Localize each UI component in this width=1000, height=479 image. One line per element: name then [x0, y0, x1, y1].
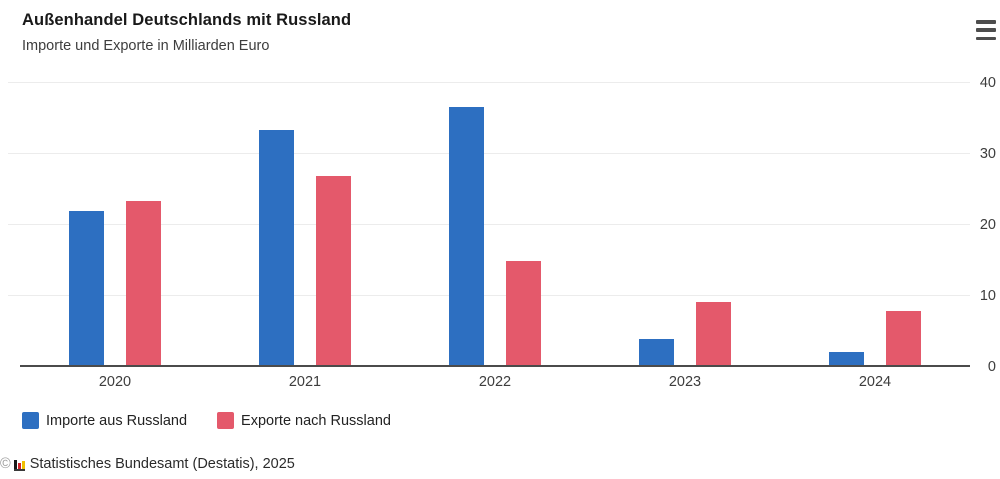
y-axis-tick-label-30: 30: [979, 146, 996, 162]
x-axis-label-2022: 2022: [478, 374, 512, 390]
gridline-30: [8, 153, 970, 154]
bar-importe-2020[interactable]: [69, 210, 104, 365]
bar-importe-2024[interactable]: [829, 352, 864, 365]
bar-exporte-2020[interactable]: [126, 201, 161, 365]
menu-bar: [976, 28, 996, 32]
gridline-0: [20, 365, 970, 367]
bar-exporte-2023[interactable]: [696, 301, 731, 365]
legend-label-importe: Importe aus Russland: [46, 412, 188, 429]
bar-exporte-2024[interactable]: [886, 311, 921, 365]
bar-importe-2023[interactable]: [639, 338, 674, 365]
hamburger-menu-icon[interactable]: [976, 20, 998, 40]
menu-bar: [976, 36, 996, 40]
menu-bar: [976, 20, 996, 24]
bar-exporte-2021[interactable]: [316, 176, 351, 365]
legend-swatch-exporte-icon: [217, 412, 235, 429]
x-axis-label-2023: 2023: [668, 374, 702, 390]
chart-subtitle: Importe und Exporte in Milliarden Euro: [22, 38, 270, 54]
gridline-40: [8, 82, 970, 83]
legend-swatch-importe-icon: [22, 412, 39, 429]
source-attribution: © Statistisches Bundesamt (Destatis), 20…: [0, 456, 295, 472]
copyright-symbol: ©: [0, 456, 11, 472]
x-axis-label-2020: 2020: [98, 374, 132, 390]
x-axis-label-2021: 2021: [288, 374, 322, 390]
legend-item-importe[interactable]: Importe aus Russland: [22, 412, 187, 429]
bar-importe-2021[interactable]: [259, 130, 294, 365]
chart-title: Außenhandel Deutschlands mit Russland: [22, 11, 352, 29]
gridline-10: [8, 295, 970, 296]
y-axis: 0 10 20 30 40: [968, 75, 996, 375]
legend-item-exporte[interactable]: Exporte nach Russland: [217, 412, 391, 429]
y-axis-tick-label-40: 40: [979, 75, 996, 91]
legend: Importe aus Russland Exporte nach Russla…: [22, 412, 421, 429]
y-axis-tick-label-10: 10: [979, 288, 996, 304]
x-axis-label-2024: 2024: [858, 374, 892, 390]
bar-exporte-2022[interactable]: [506, 261, 541, 365]
destatis-bar-chart-logo-icon: [13, 457, 25, 471]
y-axis-tick-label-20: 20: [979, 217, 996, 233]
plot-area: 2020 2021 2022 2023 2024: [8, 82, 970, 390]
legend-label-exporte: Exporte nach Russland: [241, 412, 391, 429]
y-axis-tick-label-0: 0: [987, 359, 996, 375]
gridline-20: [8, 224, 970, 225]
source-text: Statistisches Bundesamt (Destatis), 2025: [29, 456, 295, 472]
bar-importe-2022[interactable]: [449, 106, 484, 365]
